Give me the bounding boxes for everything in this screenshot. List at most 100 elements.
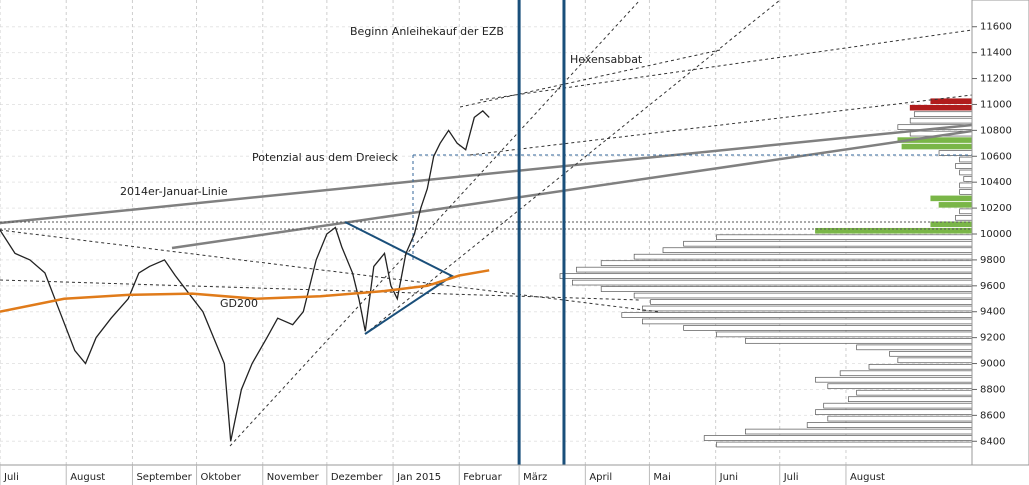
dashed-line [0, 279, 641, 301]
profile-bar [827, 383, 973, 390]
y-tick-label: 9200 [980, 333, 1005, 344]
profile-bar [959, 169, 973, 176]
y-tick-label: 9000 [980, 359, 1005, 370]
profile-bar [823, 402, 973, 409]
profile-bar [856, 344, 973, 351]
y-tick-label: 11600 [980, 22, 1012, 33]
y-tick-label: 11200 [980, 74, 1012, 85]
profile-bar [938, 202, 973, 208]
y-tick-label: 10400 [980, 177, 1012, 188]
profile-bar [683, 325, 973, 331]
trend-line [0, 123, 973, 225]
y-tick-label: 9800 [980, 255, 1005, 266]
profile-bar [716, 331, 973, 338]
annotation: 2014er-Januar-Linie [120, 185, 228, 198]
x-tick-label: Oktober [201, 472, 242, 483]
y-tick-label: 8600 [980, 410, 1005, 421]
annotation: Beginn Anleihekauf der EZB [350, 25, 504, 38]
dashed-line [469, 94, 973, 156]
x-tick-label: Dezember [331, 472, 383, 483]
profile-bar [600, 286, 973, 292]
x-tick-label: August [70, 472, 105, 483]
profile-bar [959, 182, 973, 189]
y-tick-label: 11400 [980, 48, 1012, 59]
profile-bar [572, 279, 973, 286]
dashed-line [479, 29, 973, 101]
profile-bar [621, 312, 973, 318]
annotation: Hexensabbat [570, 53, 643, 66]
profile-bar [633, 253, 973, 260]
x-tick-label: Mai [653, 472, 671, 483]
profile-bar [745, 338, 973, 344]
x-tick-label: März [523, 472, 547, 483]
x-tick-label: August [850, 472, 885, 483]
y-tick-label: 10200 [980, 203, 1012, 214]
profile-bar [827, 415, 973, 422]
profile-bar [662, 247, 973, 253]
profile-bar [703, 435, 973, 441]
profile-bar [815, 376, 973, 383]
profile-bar [683, 240, 973, 247]
trend-lines [0, 0, 973, 447]
y-tick-label: 10000 [980, 229, 1012, 240]
volume-profile [559, 98, 973, 448]
y-tick-label: 11000 [980, 99, 1012, 110]
y-tick-label: 8800 [980, 384, 1005, 395]
profile-bar [806, 422, 973, 428]
profile-bar [839, 370, 973, 377]
profile-bar [955, 163, 973, 169]
profile-bar [889, 351, 973, 357]
profile-bar [909, 117, 973, 124]
profile-bar [955, 215, 973, 221]
profile-bar [716, 234, 973, 241]
plot [0, 0, 566, 465]
profile-bar [848, 396, 973, 402]
profile-bar [909, 104, 973, 111]
profile-bar [559, 273, 973, 279]
x-tick-label: Juli [783, 472, 799, 483]
profile-bar [959, 208, 973, 215]
profile-bar [745, 428, 973, 435]
dashed-line [364, 0, 781, 335]
triangle [344, 221, 454, 335]
dashed-line [459, 49, 721, 108]
profile-bar [868, 363, 973, 370]
series-line [0, 110, 490, 442]
profile-bar [963, 176, 973, 182]
profile-bar [959, 156, 973, 163]
profile-bar [642, 305, 973, 312]
y-axis-area [971, 0, 1029, 466]
profile-bar [897, 357, 973, 364]
profile-bar [856, 389, 973, 396]
y-tick-label: 9600 [980, 281, 1005, 292]
series-label: GD200 [220, 297, 258, 310]
x-tick-label: Juni [719, 472, 738, 483]
profile-bar [913, 111, 973, 117]
x-tick-label: April [589, 472, 612, 483]
profile-bar [930, 221, 973, 228]
profile-bar [642, 318, 973, 325]
x-tick-label: Juli [3, 472, 19, 483]
y-tick-label: 9400 [980, 307, 1005, 318]
profile-bar [901, 143, 973, 150]
y-tick-label: 8400 [980, 436, 1005, 447]
dashed-line [0, 229, 661, 313]
x-tick-label: September [136, 472, 192, 483]
profile-bar [716, 441, 973, 448]
profile-bar [600, 260, 973, 266]
profile-bar [930, 195, 973, 202]
profile-bar [650, 299, 973, 305]
grid [0, 0, 972, 465]
dashed-line [229, 0, 641, 447]
profile-bar [633, 292, 973, 299]
profile-bar [815, 409, 973, 415]
profile-bar [959, 189, 973, 195]
x-tick-label: Jan 2015 [396, 472, 441, 483]
profile-bar [576, 266, 973, 273]
y-tick-label: 10800 [980, 125, 1012, 136]
x-tick-label: November [267, 472, 320, 483]
annotation: Potenzial aus dem Dreieck [252, 151, 398, 164]
y-tick-label: 10600 [980, 151, 1012, 162]
x-tick-label: Februar [463, 472, 502, 483]
